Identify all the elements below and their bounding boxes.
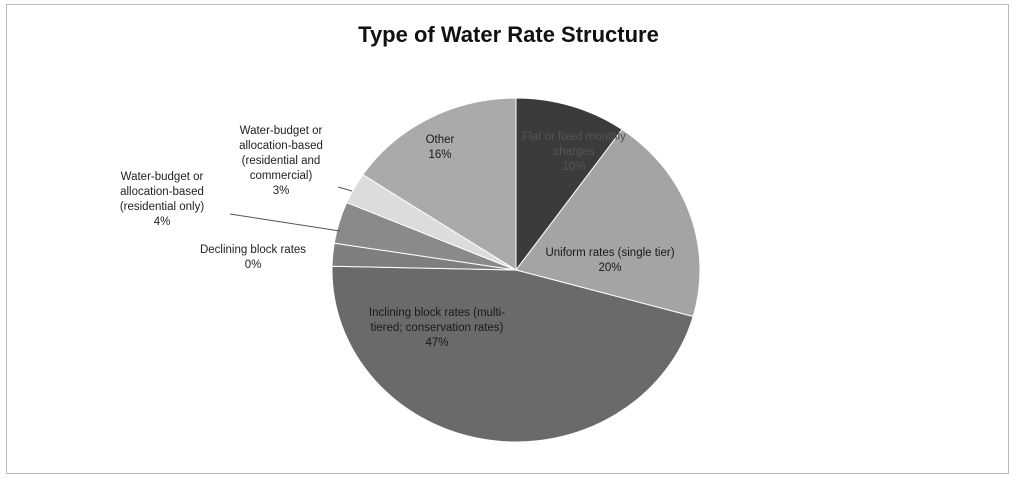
label-flat-fixed: Flat or fixed monthly charges 10% — [522, 131, 626, 173]
pie-slice-0 — [515, 97, 623, 272]
leader-line-residential-only — [229, 213, 341, 232]
label-inclining: Inclining block rates (multi-tiered; con… — [368, 307, 506, 349]
chart-title: Type of Water Rate Structure — [358, 22, 659, 47]
pie-slice-2 — [331, 265, 694, 443]
label-uniform: Uniform rates (single tier) 20% — [545, 247, 675, 274]
label-declining: Declining block rates 0% — [199, 244, 307, 271]
label-residential-commercial: Water-budget or allocation-based (reside… — [239, 125, 323, 197]
pie-slice-1 — [515, 128, 701, 318]
leader-line-residential-commercial — [337, 186, 353, 192]
label-other: Other 16% — [425, 134, 455, 161]
label-residential-only: Water-budget or allocation-based (reside… — [119, 171, 205, 228]
pie-slice-6 — [362, 97, 517, 271]
